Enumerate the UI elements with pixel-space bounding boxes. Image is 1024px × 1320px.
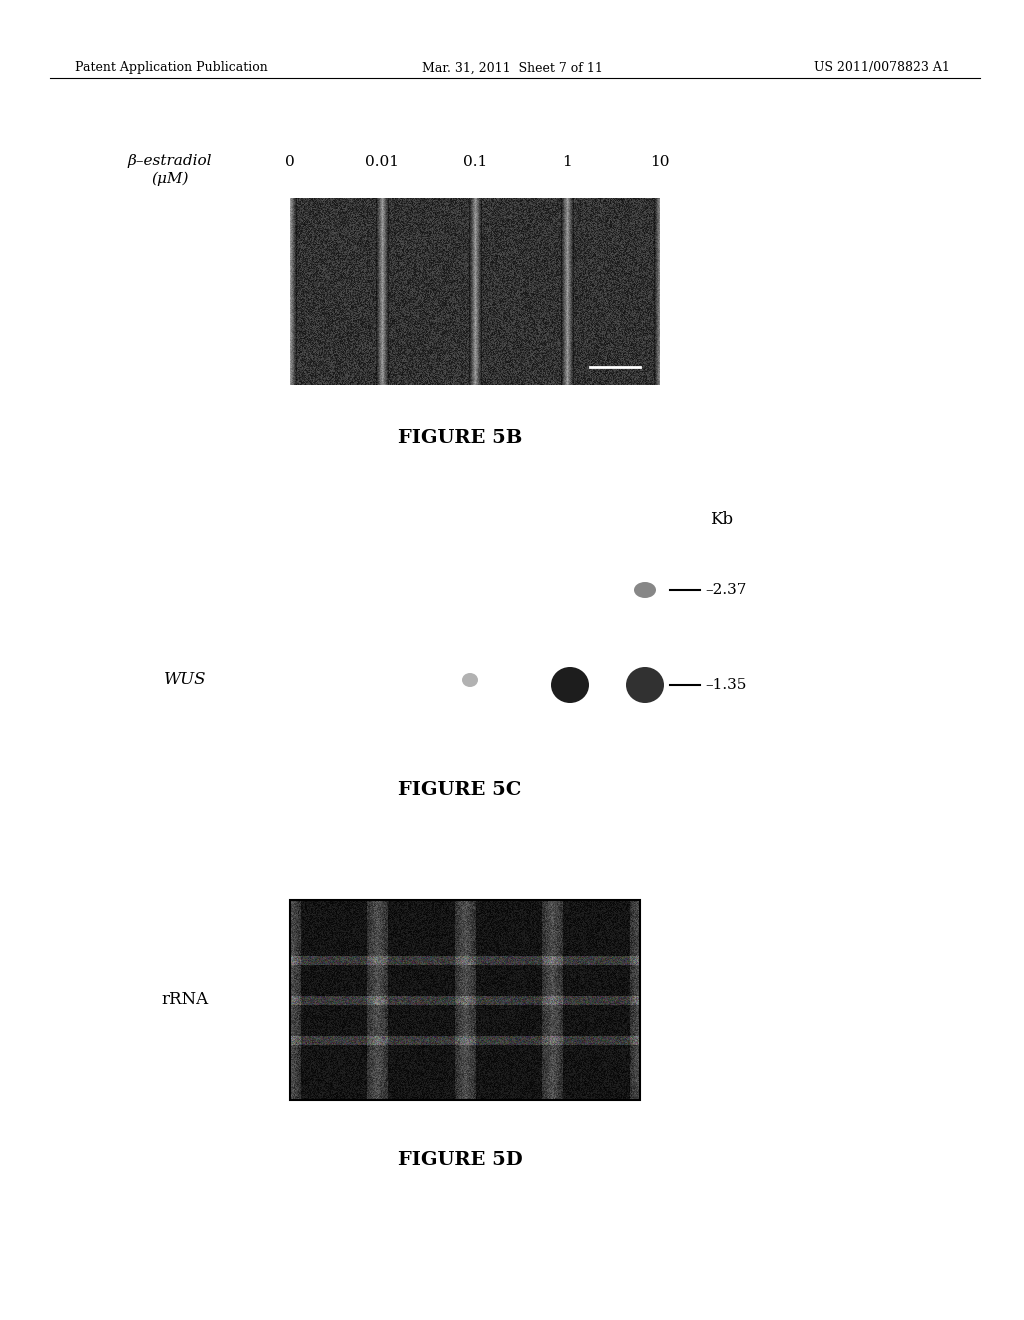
Text: FIGURE 5D: FIGURE 5D xyxy=(397,1151,522,1170)
Text: –2.37: –2.37 xyxy=(705,583,746,597)
Text: Kb: Kb xyxy=(710,511,733,528)
Ellipse shape xyxy=(551,667,589,704)
Bar xyxy=(290,900,640,1100)
Text: FIGURE 5C: FIGURE 5C xyxy=(398,781,521,799)
Text: –1.35: –1.35 xyxy=(705,678,746,692)
Text: FIGURE 5B: FIGURE 5B xyxy=(397,429,522,447)
Text: 10: 10 xyxy=(650,154,670,169)
Text: Patent Application Publication: Patent Application Publication xyxy=(75,62,267,74)
Ellipse shape xyxy=(462,673,478,686)
Ellipse shape xyxy=(634,582,656,598)
Text: 0: 0 xyxy=(285,154,295,169)
Text: β–estradiol
(μM): β–estradiol (μM) xyxy=(128,153,212,186)
Ellipse shape xyxy=(626,667,664,704)
Text: 0.01: 0.01 xyxy=(366,154,399,169)
Text: US 2011/0078823 A1: US 2011/0078823 A1 xyxy=(814,62,950,74)
Text: Mar. 31, 2011  Sheet 7 of 11: Mar. 31, 2011 Sheet 7 of 11 xyxy=(422,62,602,74)
Text: rRNA: rRNA xyxy=(162,991,209,1008)
Text: 1: 1 xyxy=(562,154,572,169)
Text: 0.1: 0.1 xyxy=(463,154,487,169)
Text: WUS: WUS xyxy=(164,672,206,689)
